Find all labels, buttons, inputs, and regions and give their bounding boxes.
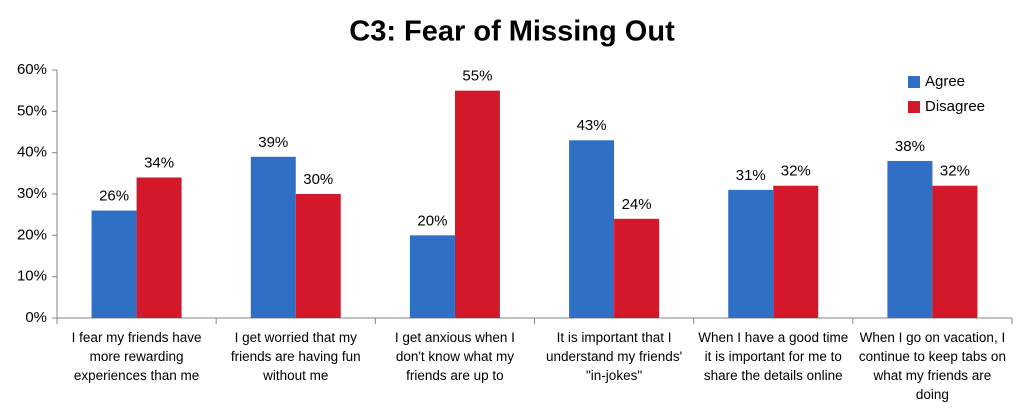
bar (773, 185, 819, 318)
value-label: 39% (258, 134, 288, 151)
value-label: 43% (577, 117, 607, 134)
value-label: 20% (417, 212, 447, 229)
y-tick-label: 60% (17, 61, 47, 78)
y-tick-label: 0% (25, 309, 47, 326)
value-label: 30% (303, 171, 333, 188)
x-tick-label: I fear my friends have more rewarding ex… (71, 330, 202, 383)
bar (136, 177, 182, 318)
legend-label: Agree (925, 73, 965, 90)
value-label: 34% (144, 154, 174, 171)
value-label: 55% (462, 68, 492, 85)
value-label: 32% (781, 163, 811, 180)
bar (454, 90, 500, 319)
bar (250, 156, 296, 318)
x-tick-label: When I have a good time it is important … (698, 330, 849, 383)
bar (409, 235, 455, 318)
x-tick-label: I get anxious when I don't know what my … (394, 330, 515, 383)
bar (91, 210, 137, 318)
value-label: 32% (940, 163, 970, 180)
bar (887, 160, 933, 318)
y-tick-label: 20% (17, 226, 47, 243)
value-label: 24% (622, 196, 652, 213)
bar (614, 218, 660, 318)
bar (932, 185, 978, 318)
legend-swatch (908, 101, 920, 113)
bar (728, 189, 774, 318)
chart-title: C3: Fear of Missing Out (349, 16, 675, 48)
legend-label: Disagree (925, 98, 985, 115)
bar (295, 194, 341, 318)
y-tick-label: 40% (17, 144, 47, 161)
value-label: 26% (99, 188, 129, 205)
y-tick-label: 10% (17, 268, 47, 285)
y-tick-label: 30% (17, 185, 47, 202)
x-tick-label: It is important that I understand my fri… (546, 330, 683, 383)
value-label: 31% (736, 167, 766, 184)
y-tick-label: 50% (17, 102, 47, 119)
value-label: 38% (895, 138, 925, 155)
legend-swatch (908, 76, 920, 88)
bar (569, 140, 615, 318)
x-tick-label: When I go on vacation, I continue to kee… (858, 330, 1006, 402)
x-tick-label: I get worried that my friends are having… (230, 330, 361, 383)
